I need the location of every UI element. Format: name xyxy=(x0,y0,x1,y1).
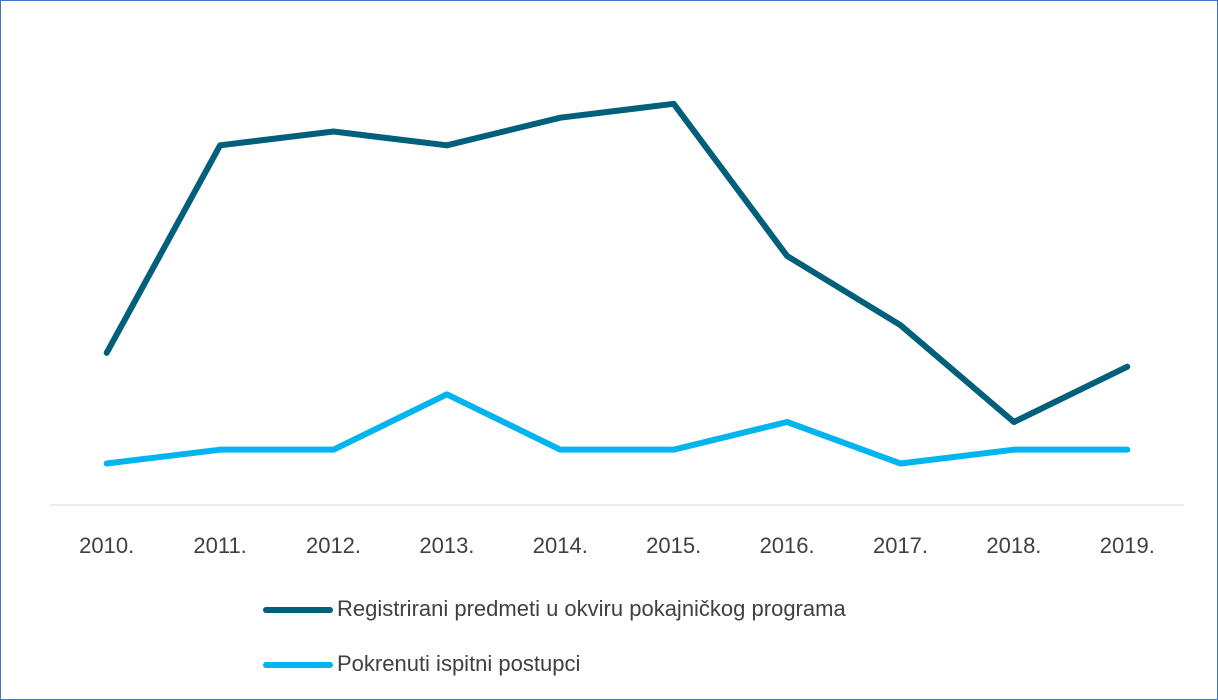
x-tick-label: 2014. xyxy=(533,533,588,558)
x-tick-label: 2017. xyxy=(873,533,928,558)
x-tick-label: 2013. xyxy=(419,533,474,558)
x-tick-label: 2018. xyxy=(986,533,1041,558)
series-line xyxy=(103,100,1131,425)
legend-label: Pokrenuti ispitni postupci xyxy=(337,651,580,676)
x-tick-label: 2015. xyxy=(646,533,701,558)
x-tick-label: 2019. xyxy=(1100,533,1155,558)
x-tick-label: 2016. xyxy=(760,533,815,558)
series-line xyxy=(103,391,1131,467)
legend-label: Registrirani predmeti u okviru pokajničk… xyxy=(337,596,846,621)
x-tick-label: 2012. xyxy=(306,533,361,558)
x-tick-label: 2011. xyxy=(193,533,246,558)
x-tick-label: 2010. xyxy=(79,533,134,558)
